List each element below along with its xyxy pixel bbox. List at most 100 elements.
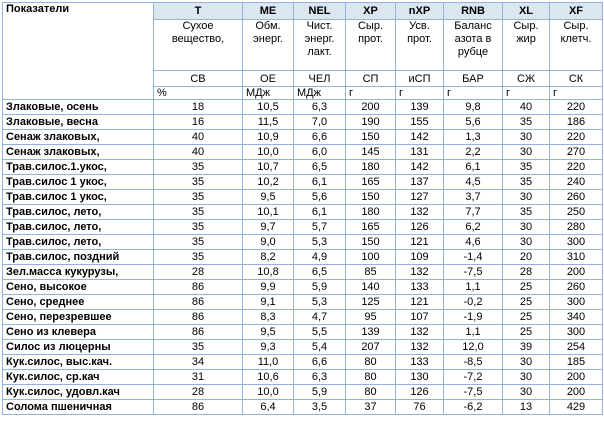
value-cell: 25 bbox=[502, 279, 550, 295]
value-cell: 132 bbox=[395, 339, 444, 355]
table-row: Кук.силос, ср.кач 31 10,6 6,3 80 130 -7,2 30 200 bbox=[2, 369, 603, 385]
table-row: Трав.силос, лето, 35 9,0 5,3 150 121 4,6 30 300 bbox=[2, 234, 603, 250]
value-cell: 220 bbox=[549, 129, 603, 145]
value-cell: 2,2 bbox=[443, 144, 503, 160]
value-cell: 1,1 bbox=[443, 324, 503, 340]
header-cell: Показатели bbox=[2, 2, 154, 100]
row-label: Кук.силос, удовл.кач bbox=[2, 384, 154, 400]
header-cell: XL bbox=[502, 2, 550, 20]
value-cell: 254 bbox=[549, 339, 603, 355]
value-cell: 200 bbox=[549, 264, 603, 280]
abbreviation-cell: СК bbox=[549, 70, 603, 87]
value-cell: 80 bbox=[345, 369, 396, 385]
value-cell: 34 bbox=[153, 354, 243, 370]
table-row: Сухое вещество, Обм. энерг. Чист. энерг. л… bbox=[3, 19, 603, 71]
value-cell: 16 bbox=[153, 114, 243, 130]
unit-cell: % bbox=[153, 86, 243, 100]
value-cell: -1,4 bbox=[443, 249, 503, 265]
value-cell: 5,6 bbox=[443, 114, 503, 130]
value-cell: 5,5 bbox=[293, 324, 346, 340]
value-cell: 9,3 bbox=[242, 339, 294, 355]
value-cell: 4,9 bbox=[293, 249, 346, 265]
value-cell: 35 bbox=[502, 159, 550, 175]
value-cell: 200 bbox=[345, 99, 396, 115]
table-row: Трав.силос.1.укос, 35 10,7 6,5 180 142 6,1 35 22… bbox=[2, 159, 603, 175]
value-cell: 9,5 bbox=[242, 189, 294, 205]
value-cell: 35 bbox=[153, 249, 243, 265]
table-row: Зел.масса кукурузы, 28 10,8 6,5 85 132 -7,5 28 2… bbox=[2, 264, 603, 280]
value-cell: 35 bbox=[153, 339, 243, 355]
unit-cell: г bbox=[443, 86, 503, 100]
header-cell: T bbox=[153, 2, 243, 20]
value-cell: 429 bbox=[549, 399, 603, 415]
value-cell: 132 bbox=[395, 264, 444, 280]
unit-cell: г bbox=[345, 86, 396, 100]
value-cell: 35 bbox=[153, 159, 243, 175]
row-label: Зел.масса кукурузы, bbox=[2, 264, 154, 280]
table-row: Силос из люцерны 35 9,3 5,4 207 132 12,0 39 254 bbox=[2, 339, 603, 355]
value-cell: 10,5 bbox=[242, 99, 294, 115]
value-cell: 126 bbox=[395, 384, 444, 400]
value-cell: 12,0 bbox=[443, 339, 503, 355]
value-cell: 28 bbox=[153, 264, 243, 280]
value-cell: 250 bbox=[549, 204, 603, 220]
value-cell: 186 bbox=[549, 114, 603, 130]
value-cell: 35 bbox=[502, 114, 550, 130]
value-cell: 6,1 bbox=[293, 204, 346, 220]
value-cell: 35 bbox=[153, 189, 243, 205]
table-row: Сено из клевера 86 9,5 5,5 139 132 1,1 25 300 bbox=[2, 324, 603, 340]
description-cell: Сыр. жир bbox=[502, 19, 550, 71]
value-cell: 10,1 bbox=[242, 204, 294, 220]
value-cell: 20 bbox=[502, 249, 550, 265]
value-cell: 165 bbox=[345, 174, 396, 190]
value-cell: 85 bbox=[345, 264, 396, 280]
value-cell: 5,9 bbox=[293, 384, 346, 400]
value-cell: 139 bbox=[345, 324, 396, 340]
value-cell: 150 bbox=[345, 189, 396, 205]
value-cell: 280 bbox=[549, 219, 603, 235]
value-cell: 40 bbox=[153, 144, 243, 160]
value-cell: 4,5 bbox=[443, 174, 503, 190]
value-cell: 30 bbox=[502, 384, 550, 400]
value-cell: 30 bbox=[502, 129, 550, 145]
value-cell: 150 bbox=[345, 234, 396, 250]
value-cell: -1,9 bbox=[443, 309, 503, 325]
value-cell: 35 bbox=[502, 204, 550, 220]
value-cell: 13 bbox=[502, 399, 550, 415]
value-cell: 6,6 bbox=[293, 354, 346, 370]
value-cell: 109 bbox=[395, 249, 444, 265]
table-row: Трав.силос, поздний 35 8,2 4,9 100 109 -1,4 20 3… bbox=[2, 249, 603, 265]
value-cell: -0,2 bbox=[443, 294, 503, 310]
unit-cell: г bbox=[549, 86, 603, 100]
value-cell: 9,8 bbox=[443, 99, 503, 115]
table-row: Трав.силос, лето, 35 10,1 6,1 180 132 7,7 35 250 bbox=[2, 204, 603, 220]
value-cell: 310 bbox=[549, 249, 603, 265]
row-label: Сено, среднее bbox=[2, 294, 154, 310]
feed-table: Показатели T ME NEL XP nXP RNB XL XF Сухое вещест… bbox=[2, 2, 603, 415]
value-cell: 139 bbox=[395, 99, 444, 115]
value-cell: 127 bbox=[395, 189, 444, 205]
value-cell: 76 bbox=[395, 399, 444, 415]
value-cell: 132 bbox=[395, 204, 444, 220]
value-cell: 9,7 bbox=[242, 219, 294, 235]
value-cell: 121 bbox=[395, 294, 444, 310]
abbreviation-cell: ЧЕЛ bbox=[293, 70, 346, 87]
unit-cell: г bbox=[502, 86, 550, 100]
value-cell: 37 bbox=[345, 399, 396, 415]
value-cell: 132 bbox=[395, 324, 444, 340]
header-cell: ME bbox=[242, 2, 294, 20]
value-cell: 80 bbox=[345, 354, 396, 370]
value-cell: 6,0 bbox=[293, 144, 346, 160]
row-label: Трав.силос 1 укос, bbox=[2, 189, 154, 205]
value-cell: 6,5 bbox=[293, 264, 346, 280]
value-cell: 30 bbox=[502, 144, 550, 160]
table-row: Сенаж злаковых, 40 10,9 6,6 150 142 1,3 30 220 bbox=[2, 129, 603, 145]
value-cell: 131 bbox=[395, 144, 444, 160]
value-cell: 5,4 bbox=[293, 339, 346, 355]
row-label: Трав.силос, лето, bbox=[2, 204, 154, 220]
value-cell: 300 bbox=[549, 294, 603, 310]
value-cell: 35 bbox=[502, 174, 550, 190]
value-cell: 30 bbox=[502, 234, 550, 250]
value-cell: 5,9 bbox=[293, 279, 346, 295]
value-cell: 240 bbox=[549, 174, 603, 190]
